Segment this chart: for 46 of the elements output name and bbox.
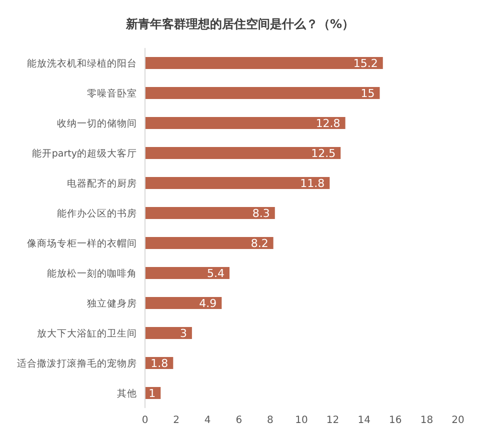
data-label: 11.8: [300, 176, 325, 190]
bar: [145, 117, 346, 129]
y-tick-label: 电器配齐的厨房: [67, 177, 137, 190]
data-label: 4.9: [199, 296, 217, 310]
x-tick-label: 16: [389, 415, 402, 426]
y-tick-label: 零噪音卧室: [87, 87, 137, 100]
x-tick-label: 12: [326, 415, 340, 426]
bar: [145, 237, 274, 249]
x-tick-label: 14: [358, 415, 370, 426]
x-tick-label: 18: [420, 415, 434, 426]
y-tick-label: 独立健身房: [87, 297, 137, 310]
y-tick-label: 能作办公区的书房: [57, 207, 137, 220]
x-tick-label: 10: [295, 415, 308, 426]
x-tick-label: 6: [236, 415, 242, 426]
bar: [145, 207, 275, 219]
y-tick-label: 收纳一切的储物间: [57, 117, 137, 130]
bar: [145, 297, 222, 309]
bar: [145, 177, 330, 189]
bar: [145, 57, 383, 69]
y-tick-label: 能放松一刻的咖啡角: [47, 267, 137, 280]
x-tick-label: 20: [452, 415, 464, 426]
y-tick-label: 能放洗衣机和绿植的阳台: [27, 57, 137, 70]
bar: [145, 267, 230, 279]
y-tick-label: 像商场专柜一样的衣帽间: [27, 237, 137, 250]
data-label: 3: [180, 326, 187, 340]
x-tick-label: 0: [142, 415, 148, 426]
y-tick-label: 放大下大浴缸的卫生间: [37, 327, 137, 340]
bar: [145, 87, 380, 99]
x-tick-label: 8: [267, 415, 274, 426]
bar: [145, 147, 341, 159]
data-label: 1.8: [150, 356, 168, 370]
data-label: 1: [148, 386, 156, 400]
data-label: 8.2: [250, 236, 268, 250]
data-label: 15: [360, 86, 375, 100]
data-label: 8.3: [252, 206, 270, 220]
data-label: 5.4: [207, 266, 225, 280]
data-label: 15.2: [353, 56, 378, 70]
x-tick-label: 2: [173, 415, 180, 426]
x-tick-label: 4: [204, 415, 211, 426]
chart-title: 新青年客群理想的居住空间是什么？（%）: [124, 16, 356, 33]
data-label: 12.5: [311, 146, 336, 160]
y-tick-label: 适合撒泼打滚撸毛的宠物房: [17, 357, 137, 370]
data-label: 12.8: [316, 116, 340, 130]
bar: [145, 327, 192, 339]
y-tick-label: 能开party的超级大客厅: [32, 147, 137, 160]
y-tick-label: 其他: [117, 387, 137, 400]
